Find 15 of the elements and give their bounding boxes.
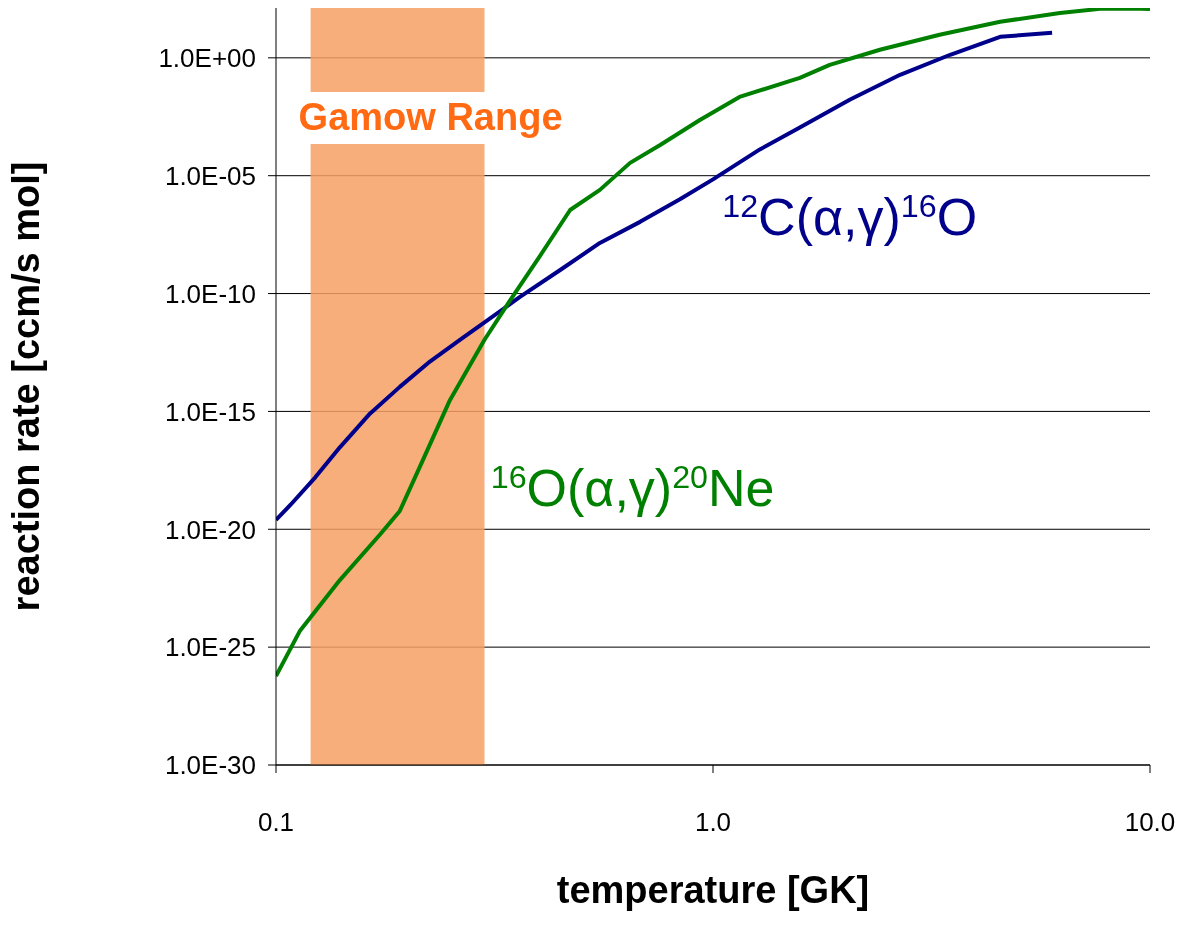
x-tick-label: 1.0 bbox=[694, 807, 732, 838]
band-label: Gamow Range bbox=[298, 96, 563, 138]
y-tick-label: 1.0E-30 bbox=[164, 750, 256, 781]
y-tick-label: 1.0E-05 bbox=[164, 160, 256, 191]
series-label: $^{12}$C(α,γ)$^{16}$O bbox=[722, 188, 978, 247]
y-axis-title: reaction rate [ccm/s mol] bbox=[5, 161, 48, 612]
series-label: $^{16}$O(α,γ)$^{20}$Ne bbox=[490, 458, 775, 517]
y-tick-label: 1.0E-15 bbox=[164, 396, 256, 427]
y-tick-label: 1.0E-10 bbox=[164, 278, 256, 309]
x-tick-label: 10.0 bbox=[1124, 807, 1176, 838]
x-axis-title: temperature [GK] bbox=[556, 869, 870, 911]
y-tick-label: 1.0E-20 bbox=[164, 514, 256, 545]
y-tick-label: 1.0E+00 bbox=[158, 43, 256, 74]
x-tick-label: 0.1 bbox=[257, 807, 295, 838]
y-tick-label: 1.0E-25 bbox=[164, 632, 256, 663]
